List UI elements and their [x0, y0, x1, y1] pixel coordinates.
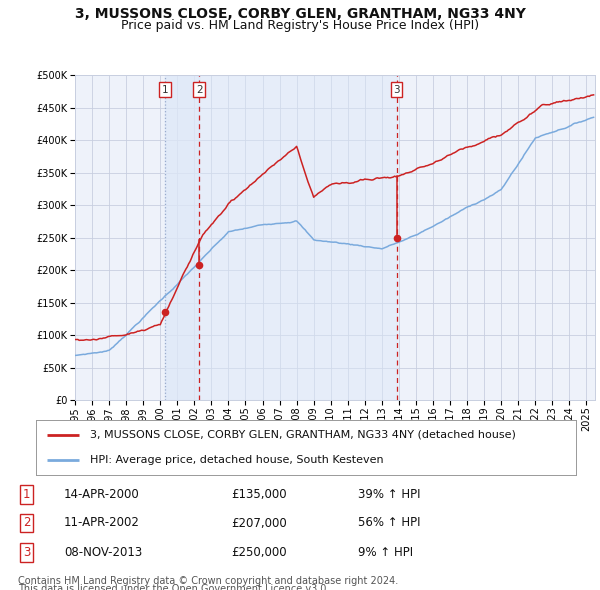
Text: 3: 3 — [393, 85, 400, 95]
Text: 2: 2 — [23, 516, 30, 529]
Text: £250,000: £250,000 — [231, 546, 287, 559]
Text: 2: 2 — [196, 85, 203, 95]
Text: 1: 1 — [162, 85, 169, 95]
Text: 1: 1 — [23, 488, 30, 501]
Text: Contains HM Land Registry data © Crown copyright and database right 2024.: Contains HM Land Registry data © Crown c… — [18, 576, 398, 586]
Text: 11-APR-2002: 11-APR-2002 — [64, 516, 140, 529]
Text: £135,000: £135,000 — [231, 488, 287, 501]
Text: 3: 3 — [23, 546, 30, 559]
Text: 3, MUSSONS CLOSE, CORBY GLEN, GRANTHAM, NG33 4NY (detached house): 3, MUSSONS CLOSE, CORBY GLEN, GRANTHAM, … — [90, 430, 516, 440]
Text: 08-NOV-2013: 08-NOV-2013 — [64, 546, 142, 559]
Text: 14-APR-2000: 14-APR-2000 — [64, 488, 140, 501]
Text: This data is licensed under the Open Government Licence v3.0.: This data is licensed under the Open Gov… — [18, 584, 329, 590]
Bar — [165, 75, 199, 400]
Text: 3, MUSSONS CLOSE, CORBY GLEN, GRANTHAM, NG33 4NY: 3, MUSSONS CLOSE, CORBY GLEN, GRANTHAM, … — [74, 7, 526, 21]
Text: 39% ↑ HPI: 39% ↑ HPI — [358, 488, 420, 501]
Text: Price paid vs. HM Land Registry's House Price Index (HPI): Price paid vs. HM Land Registry's House … — [121, 19, 479, 32]
Text: £207,000: £207,000 — [231, 516, 287, 529]
Text: 56% ↑ HPI: 56% ↑ HPI — [358, 516, 420, 529]
Text: 9% ↑ HPI: 9% ↑ HPI — [358, 546, 413, 559]
Bar — [199, 75, 397, 400]
Text: HPI: Average price, detached house, South Kesteven: HPI: Average price, detached house, Sout… — [90, 455, 383, 465]
